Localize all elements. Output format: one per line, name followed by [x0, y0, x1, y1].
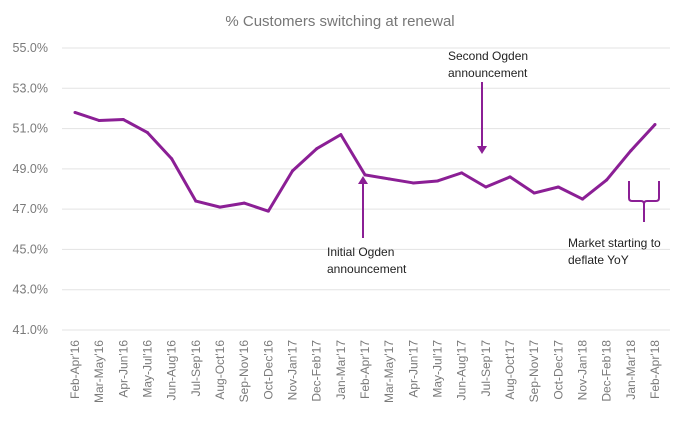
x-tick-label: Dec-Feb'18	[600, 340, 614, 402]
data-point	[73, 110, 77, 114]
data-point	[653, 123, 657, 127]
data-point	[508, 175, 512, 179]
data-point	[556, 185, 560, 189]
x-tick-label: Nov-Jan'18	[576, 340, 590, 401]
data-point	[315, 147, 319, 151]
annotation-text: Initial Ogden	[327, 245, 394, 259]
chart-title: % Customers switching at renewal	[225, 13, 454, 30]
data-point	[436, 179, 439, 183]
x-tick-label: Oct-Dec'17	[551, 340, 565, 400]
data-point	[242, 201, 246, 205]
arrow-head	[477, 146, 487, 154]
data-point	[97, 119, 101, 123]
x-tick-label: Apr-Jun'16	[116, 340, 130, 398]
x-tick-label: Sep-Nov'17	[527, 340, 541, 403]
gridlines	[62, 47, 670, 331]
y-tick-label: 51.0%	[13, 122, 48, 136]
y-tick-label: 45.0%	[13, 242, 48, 256]
x-tick-label: Jun-Aug'17	[455, 340, 469, 401]
x-tick-label: Mar-May'17	[382, 340, 396, 403]
x-tick-label: Jul-Sep'17	[479, 340, 493, 397]
series-line	[74, 111, 657, 213]
x-tick-label: Mar-May'16	[92, 340, 106, 403]
annotation-text: deflate YoY	[568, 253, 629, 267]
x-tick-label: Aug-Oct'17	[503, 340, 517, 400]
data-point	[291, 169, 294, 173]
x-tick-label: Apr-Jun'17	[406, 340, 420, 398]
x-tick-label: Feb-Apr'16	[68, 340, 82, 399]
data-point	[121, 118, 125, 122]
x-tick-label: Aug-Oct'16	[213, 340, 227, 400]
data-point	[194, 199, 198, 203]
data-point	[387, 177, 391, 181]
x-tick-label: May-Jul'17	[431, 340, 445, 398]
annotation-text: Second Ogden	[448, 49, 528, 63]
annotation-text: announcement	[327, 262, 407, 276]
x-tick-label: Oct-Dec'16	[261, 340, 275, 400]
arrow-head	[358, 176, 368, 184]
y-tick-label: 53.0%	[13, 81, 48, 95]
data-point	[460, 171, 464, 175]
data-point	[411, 181, 415, 185]
data-point	[266, 209, 270, 213]
annotation-initial-ogden: Initial Ogden announcement	[327, 176, 407, 276]
bracket-icon	[628, 181, 660, 222]
data-point	[605, 178, 609, 182]
x-tick-label: Jan-Mar'18	[624, 340, 638, 400]
annotation-second-ogden: Second Ogden announcement	[448, 49, 528, 154]
data-point	[339, 133, 343, 137]
x-tick-label: Feb-Apr'17	[358, 340, 372, 399]
data-point	[484, 185, 488, 189]
x-tick-label: May-Jul'16	[141, 340, 155, 398]
data-point	[170, 157, 174, 161]
x-tick-label: Dec-Feb'17	[310, 340, 324, 402]
data-point	[581, 197, 584, 201]
x-axis-ticks: Feb-Apr'16 Mar-May'16 Apr-Jun'16 May-Jul'16…	[68, 340, 662, 403]
annotation-text: announcement	[448, 66, 528, 80]
data-point	[629, 149, 633, 153]
y-tick-label: 41.0%	[13, 323, 48, 337]
x-tick-label: Sep-Nov'16	[237, 340, 251, 403]
data-point	[363, 173, 367, 177]
data-point	[146, 131, 149, 135]
x-tick-label: Jan-Mar'17	[334, 340, 348, 400]
x-tick-label: Nov-Jan'17	[286, 340, 300, 401]
y-tick-label: 47.0%	[13, 202, 48, 216]
x-tick-label: Feb-Apr'18	[648, 340, 662, 399]
x-tick-label: Jun-Aug'16	[165, 340, 179, 401]
data-point	[218, 205, 222, 209]
y-tick-label: 43.0%	[13, 283, 48, 297]
y-tick-label: 55.0%	[13, 41, 48, 55]
series-layer	[73, 110, 657, 213]
data-point	[532, 191, 536, 195]
y-tick-label: 49.0%	[13, 162, 48, 176]
annotation-market-deflate: Market starting to deflate YoY	[568, 181, 661, 267]
annotation-text: Market starting to	[568, 236, 661, 250]
x-tick-label: Jul-Sep'16	[189, 340, 203, 397]
y-axis-ticks: 55.0% 53.0% 51.0% 49.0% 47.0% 45.0% 43.0% 41.0%	[13, 41, 48, 337]
